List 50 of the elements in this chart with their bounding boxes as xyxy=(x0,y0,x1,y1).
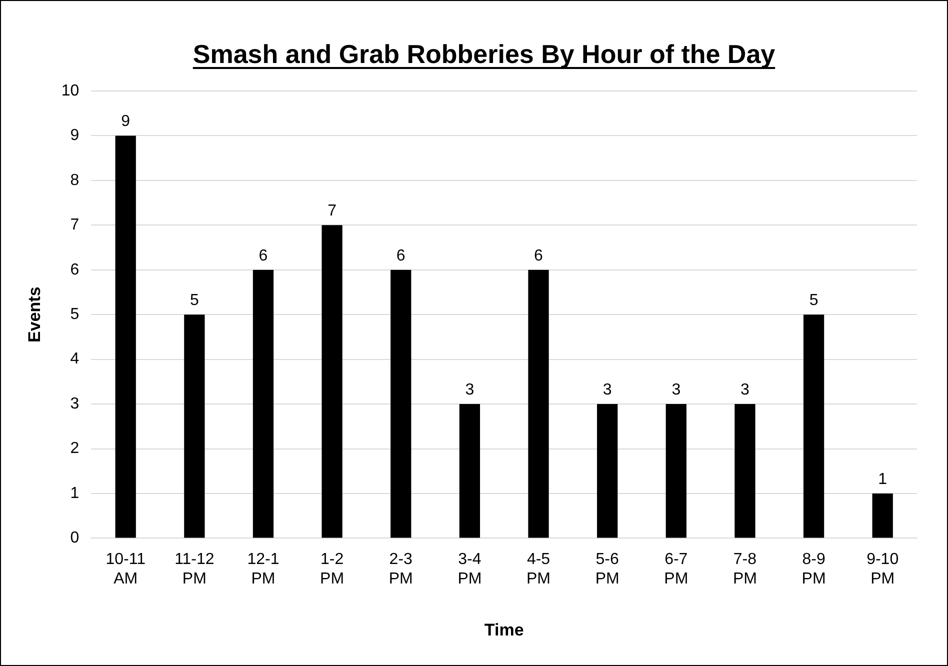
x-tick-label: 3-4 PM xyxy=(458,551,482,588)
x-tick-label: 10-11 AM xyxy=(106,551,146,588)
data-label: 3 xyxy=(740,381,750,398)
data-label: 3 xyxy=(465,381,474,398)
bar xyxy=(803,314,824,538)
x-tick-label: 2-3 PM xyxy=(388,551,413,588)
y-tick-label: 8 xyxy=(70,172,80,189)
data-label: 5 xyxy=(809,292,818,310)
bar xyxy=(390,270,412,538)
bar xyxy=(528,270,549,538)
y-tick-label: 7 xyxy=(70,216,80,234)
y-tick-label: 9 xyxy=(70,127,80,144)
data-label: 3 xyxy=(602,381,612,398)
x-tick-label: 7-8 PM xyxy=(732,551,757,588)
data-label: 6 xyxy=(258,247,268,264)
y-tick-label: 6 xyxy=(70,261,80,278)
data-label: 9 xyxy=(121,113,130,130)
y-tick-label: 5 xyxy=(70,306,80,324)
data-label: 3 xyxy=(672,381,681,398)
data-label: 6 xyxy=(396,247,406,264)
y-axis-title: Events xyxy=(24,286,44,342)
y-tick-label: 4 xyxy=(70,350,80,368)
y-tick-label: 0 xyxy=(70,530,80,547)
data-label: 5 xyxy=(190,292,199,310)
bar xyxy=(252,270,274,538)
y-tick-label: 10 xyxy=(61,82,80,100)
bar xyxy=(734,404,756,538)
x-tick-label: 6-7 PM xyxy=(664,551,688,588)
bar xyxy=(872,493,893,538)
bar xyxy=(115,136,136,538)
bar xyxy=(597,404,618,538)
bar xyxy=(322,225,342,538)
data-label: 7 xyxy=(328,202,337,220)
bar xyxy=(184,314,205,538)
y-tick-label: 2 xyxy=(70,440,80,458)
y-tick-label: 3 xyxy=(70,395,80,412)
bar xyxy=(666,404,686,538)
x-tick-label: 9-10 PM xyxy=(866,551,899,588)
y-tick-label: 1 xyxy=(70,484,80,502)
data-label: 1 xyxy=(878,470,888,488)
x-tick-label: 8-9 PM xyxy=(802,551,826,588)
chart-title: Smash and Grab Robberies By Hour of the Day xyxy=(192,39,776,69)
bar xyxy=(459,404,480,538)
x-tick-label: 4-5 PM xyxy=(526,551,551,588)
x-tick-label: 11-12 PM xyxy=(174,551,214,588)
x-tick-label: 1-2 PM xyxy=(320,551,344,588)
x-tick-label: 12-1 PM xyxy=(247,551,280,588)
data-label: 6 xyxy=(534,247,544,264)
x-axis-title: Time xyxy=(484,620,524,640)
x-tick-label: 5-6 PM xyxy=(595,551,620,588)
